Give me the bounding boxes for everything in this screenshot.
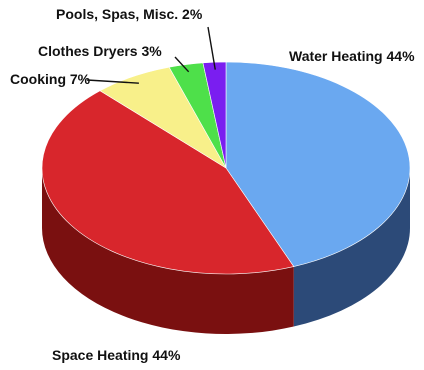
label-space-heating: Space Heating 44% xyxy=(52,347,181,363)
pie-sides xyxy=(42,168,410,334)
side-water-heating xyxy=(293,168,410,327)
label-water-heating: Water Heating 44% xyxy=(289,48,415,64)
leader-lines xyxy=(86,26,216,84)
side-space-heating xyxy=(42,168,294,334)
slice-water-heating xyxy=(225,61,411,267)
pie-tops xyxy=(41,61,411,275)
label-pools-spas-misc: Pools, Spas, Misc. 2% xyxy=(56,6,203,22)
leader-line-clothes-dryers xyxy=(174,56,190,73)
label-cooking: Cooking 7% xyxy=(10,71,91,87)
leader-line-pools-spas-misc xyxy=(207,26,216,70)
slice-space-heating xyxy=(41,90,295,275)
label-clothes-dryers: Clothes Dryers 3% xyxy=(38,43,162,59)
leader-line-cooking xyxy=(86,79,139,84)
